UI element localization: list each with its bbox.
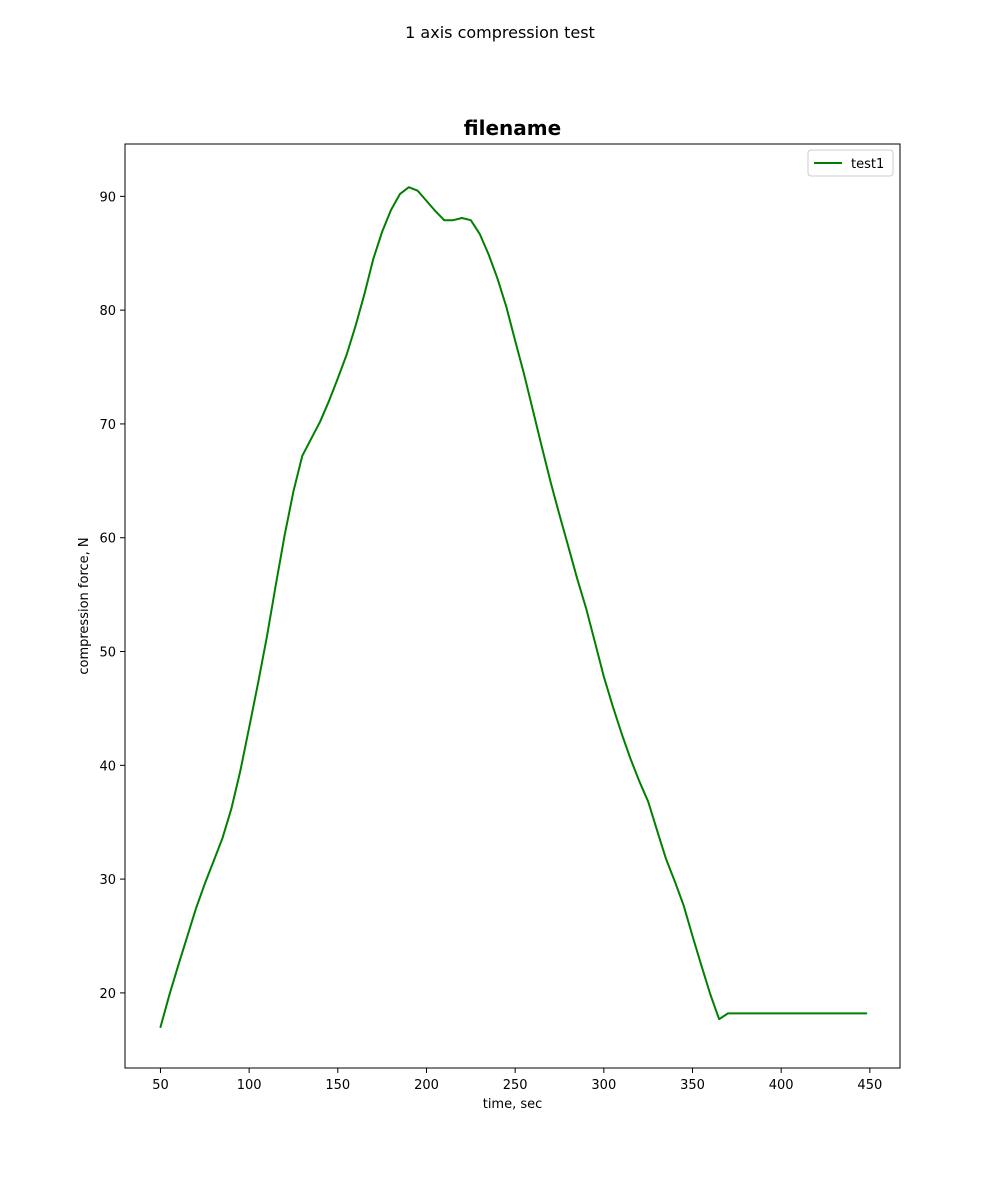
y-tick-label: 80 xyxy=(99,304,116,319)
x-axis-label: time, sec xyxy=(483,1097,543,1112)
y-tick-label: 30 xyxy=(99,873,116,888)
y-tick-label: 90 xyxy=(99,190,116,205)
y-tick-label: 50 xyxy=(99,646,116,661)
y-tick-label: 20 xyxy=(99,987,116,1002)
y-tick-label: 70 xyxy=(99,418,116,433)
legend-frame xyxy=(807,149,894,177)
chart-title: filename xyxy=(464,116,561,140)
legend-label-test1: test1 xyxy=(851,157,884,172)
x-tick-label: 250 xyxy=(503,1078,528,1093)
legend: test1 xyxy=(807,149,894,177)
x-tick-label: 150 xyxy=(325,1078,350,1093)
figure-suptitle: 1 axis compression test xyxy=(405,23,595,42)
x-tick-label: 350 xyxy=(680,1078,705,1093)
x-tick-label: 300 xyxy=(591,1078,616,1093)
series-layer xyxy=(159,186,868,1028)
y-axis-label: compression force, N xyxy=(77,537,92,674)
x-tick-label: 200 xyxy=(414,1078,439,1093)
plot-area xyxy=(124,143,901,1069)
series-line-test1 xyxy=(159,186,868,1028)
axes-frame xyxy=(124,143,901,1069)
x-axis: 50 100 150 200 250 300 350 400 450 xyxy=(152,1068,882,1093)
x-tick-label: 400 xyxy=(769,1078,794,1093)
x-tick-label: 50 xyxy=(152,1078,169,1093)
y-tick-label: 40 xyxy=(99,759,116,774)
x-tick-label: 450 xyxy=(857,1078,882,1093)
y-tick-label: 60 xyxy=(99,532,116,547)
y-axis: 20 30 40 50 60 70 80 90 xyxy=(99,190,125,1002)
x-tick-label: 100 xyxy=(237,1078,262,1093)
